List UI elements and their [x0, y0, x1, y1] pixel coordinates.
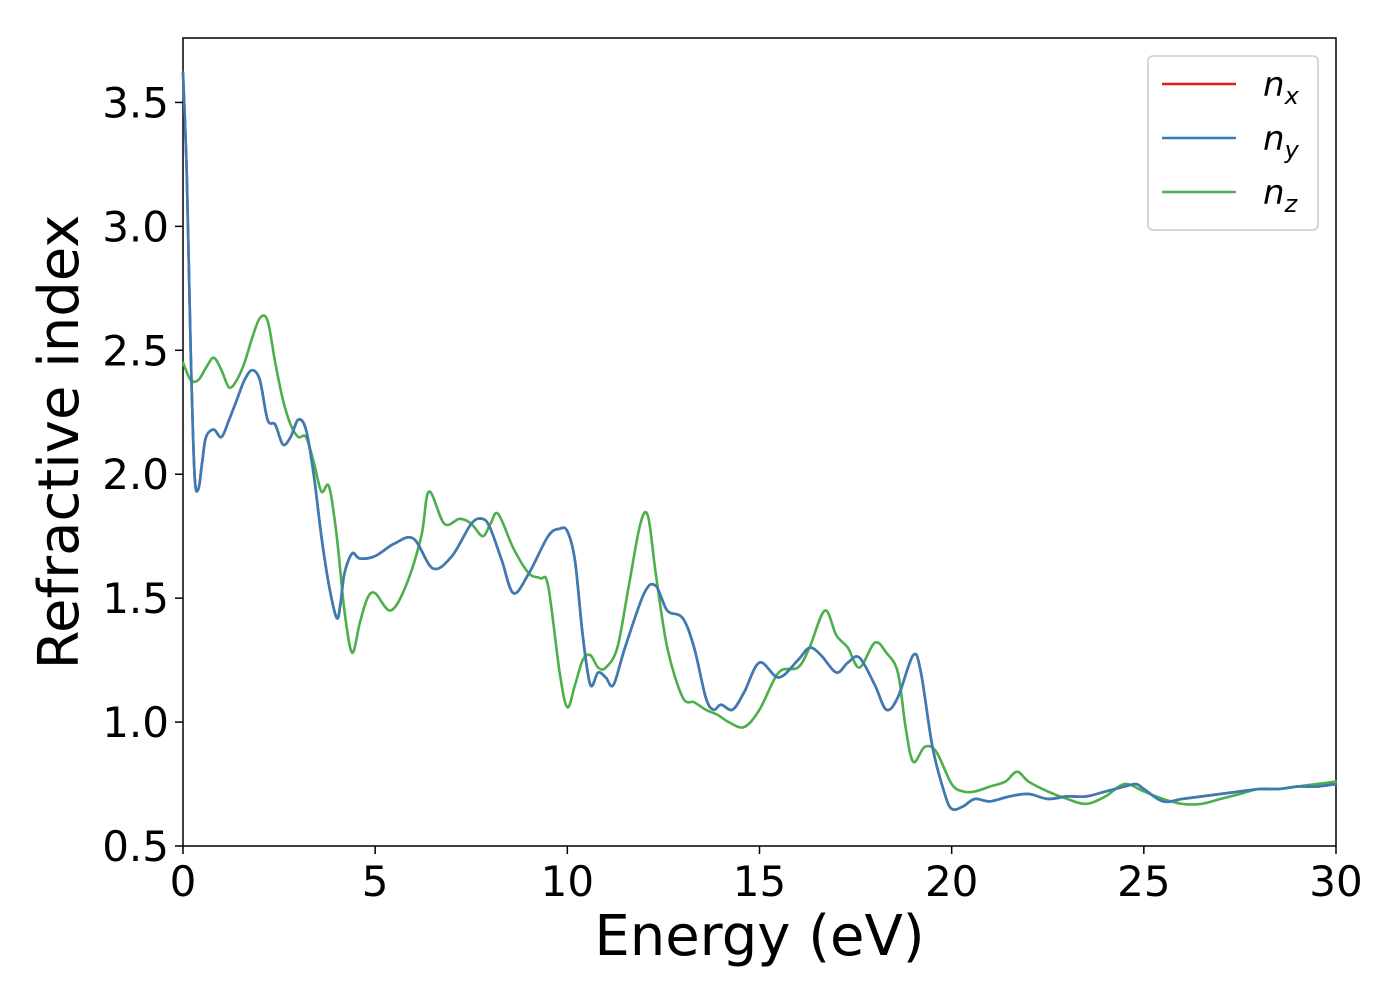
y-axis-ticks: 0.5 1.0 1.5 2.0 2.5 3.0 3.5: [102, 78, 183, 871]
x-tick-label: 25: [1117, 857, 1170, 906]
x-axis-label: Energy (eV): [594, 904, 924, 969]
legend-items: nx ny nz: [1162, 65, 1300, 218]
y-tick-label: 0.5: [102, 822, 169, 871]
series-layer: [181, 71, 1338, 812]
y-tick-label: 1.0: [102, 698, 169, 747]
y-tick-label: 2.0: [102, 450, 169, 499]
legend-label-ny: ny: [1263, 119, 1300, 164]
x-axis-ticks: 0 5 10 15 20 25 30: [170, 846, 1363, 906]
y-tick-label: 2.5: [102, 326, 169, 375]
y-axis-label: Refractive index: [27, 215, 92, 670]
x-tick-label: 20: [925, 857, 978, 906]
x-tick-label: 10: [541, 857, 594, 906]
plot-area: [181, 37, 1338, 847]
y-tick-label: 3.5: [102, 78, 169, 127]
x-tick-label: 5: [362, 857, 389, 906]
legend-label-nx: nx: [1263, 65, 1300, 110]
x-tick-label: 0: [170, 857, 197, 906]
x-tick-label: 15: [733, 857, 786, 906]
series-line-ny: [181, 71, 1338, 812]
legend: nx ny nz: [1147, 55, 1319, 231]
y-tick-label: 3.0: [102, 202, 169, 251]
x-tick-label: 30: [1309, 857, 1362, 906]
y-tick-label: 1.5: [102, 574, 169, 623]
series-line-nz: [181, 314, 1338, 806]
legend-label-nz: nz: [1263, 173, 1299, 218]
legend-frame: [1147, 55, 1319, 231]
